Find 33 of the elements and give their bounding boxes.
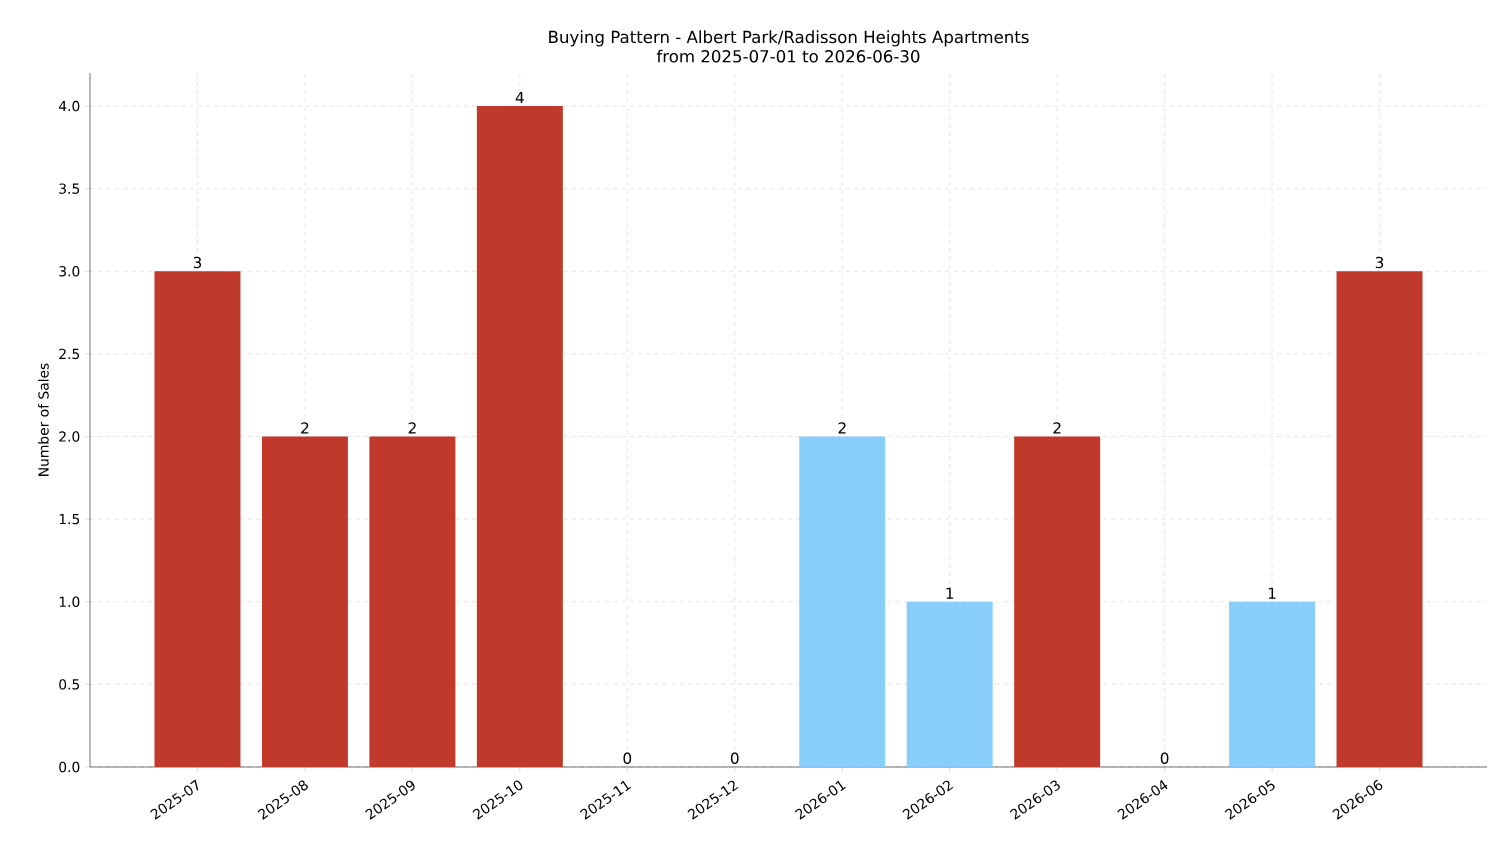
y-tick-label: 4.0 [58,100,80,112]
bar [1014,436,1101,767]
data-label: 3 [193,256,202,269]
bar [1336,271,1423,767]
y-tick-label: 1.5 [59,513,80,525]
bar [476,106,563,767]
y-tick-label: 3.0 [59,266,80,277]
data-label: 0 [730,752,739,764]
data-label: 0 [623,752,632,764]
data-label: 0 [1160,752,1169,764]
bar [1229,601,1316,767]
data-label: 2 [301,422,309,434]
bar [799,436,886,767]
data-label: 4 [515,91,524,103]
y-tick-label: 2.5 [59,348,80,360]
data-label: 2 [1053,422,1061,434]
bar [369,436,456,767]
y-axis-title: Number of Sales [38,363,49,476]
data-label: 2 [408,422,416,434]
data-label: 1 [946,587,954,599]
data-label: 1 [1268,587,1276,599]
y-tick-label: 0.5 [59,679,80,690]
y-tick-label: 1.0 [59,596,80,607]
chart-subtitle: from 2025-07-01 to 2026-06-30 [656,49,920,63]
data-label: 2 [838,422,846,434]
chart-title: Buying Pattern - Albert Park/Radisson Heights Apartments [549,30,1029,47]
bar [154,271,241,767]
bar [261,436,348,767]
data-label: 3 [1375,256,1384,269]
y-tick-label: 2.0 [59,431,80,442]
y-tick-label: 0.0 [59,761,80,773]
y-tick-label: 3.5 [59,183,80,194]
bar [906,601,993,767]
